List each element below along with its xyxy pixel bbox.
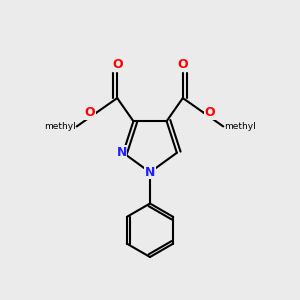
Text: methyl: methyl bbox=[224, 122, 256, 131]
Text: N: N bbox=[145, 166, 155, 179]
Text: methyl: methyl bbox=[44, 122, 76, 131]
Text: O: O bbox=[205, 106, 215, 119]
Text: O: O bbox=[112, 58, 122, 71]
Text: O: O bbox=[85, 106, 95, 119]
Text: O: O bbox=[178, 58, 188, 71]
Text: N: N bbox=[116, 146, 127, 159]
